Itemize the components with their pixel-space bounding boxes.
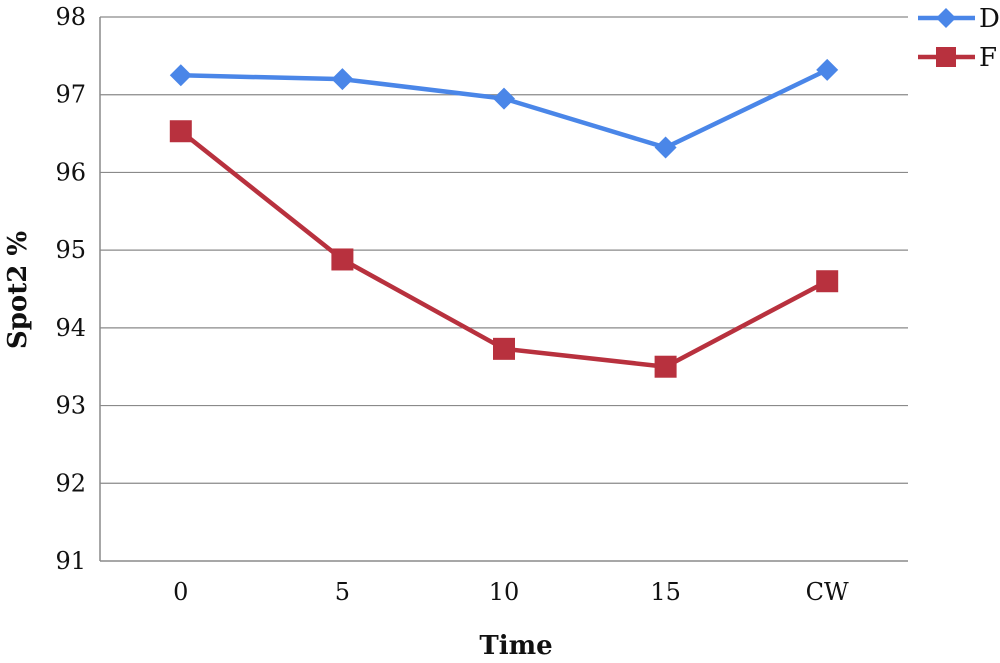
data-point: [493, 87, 515, 110]
legend-marker: [936, 47, 956, 67]
y-tick-label: 95: [55, 236, 86, 264]
data-point: [654, 136, 677, 159]
series-line-F: [179, 129, 829, 369]
y-tick-label: 94: [55, 314, 86, 342]
x-tick-label: 10: [489, 578, 520, 606]
legend-item-F: F: [918, 43, 997, 73]
x-tick-label: CW: [806, 578, 849, 606]
y-tick-label: 98: [55, 3, 86, 31]
y-tick-label: 91: [55, 547, 86, 575]
y-tick-label: 93: [55, 392, 86, 420]
x-tick-label: 0: [173, 578, 188, 606]
y-tick-label: 96: [55, 158, 86, 186]
x-tick-label: 5: [335, 578, 350, 606]
legend-label: D: [979, 4, 1000, 34]
data-point: [169, 120, 192, 143]
legend: DF: [918, 4, 1000, 73]
y-axis-title: Spot2 %: [3, 231, 33, 349]
data-point: [816, 58, 839, 81]
data-point: [331, 68, 354, 91]
legend-label: F: [979, 43, 997, 73]
data-point: [816, 270, 839, 293]
data-point: [493, 337, 515, 360]
data-point: [654, 355, 677, 378]
legend-marker: [936, 8, 956, 28]
data-point: [331, 248, 354, 271]
legend-item-D: D: [918, 4, 1000, 34]
series-D: [169, 58, 839, 159]
series-layer: [169, 58, 839, 378]
y-tick-label: 92: [55, 469, 86, 497]
series-F: [169, 120, 839, 378]
y-tick-labels: 91 92 93 94 95 96 97 98: [55, 3, 86, 575]
y-tick-label: 97: [55, 81, 86, 109]
x-axis-title: Time: [479, 631, 552, 661]
x-tick-labels: 0 5 10 15 CW: [173, 578, 849, 606]
data-point: [169, 64, 192, 87]
x-tick-label: 15: [650, 578, 681, 606]
